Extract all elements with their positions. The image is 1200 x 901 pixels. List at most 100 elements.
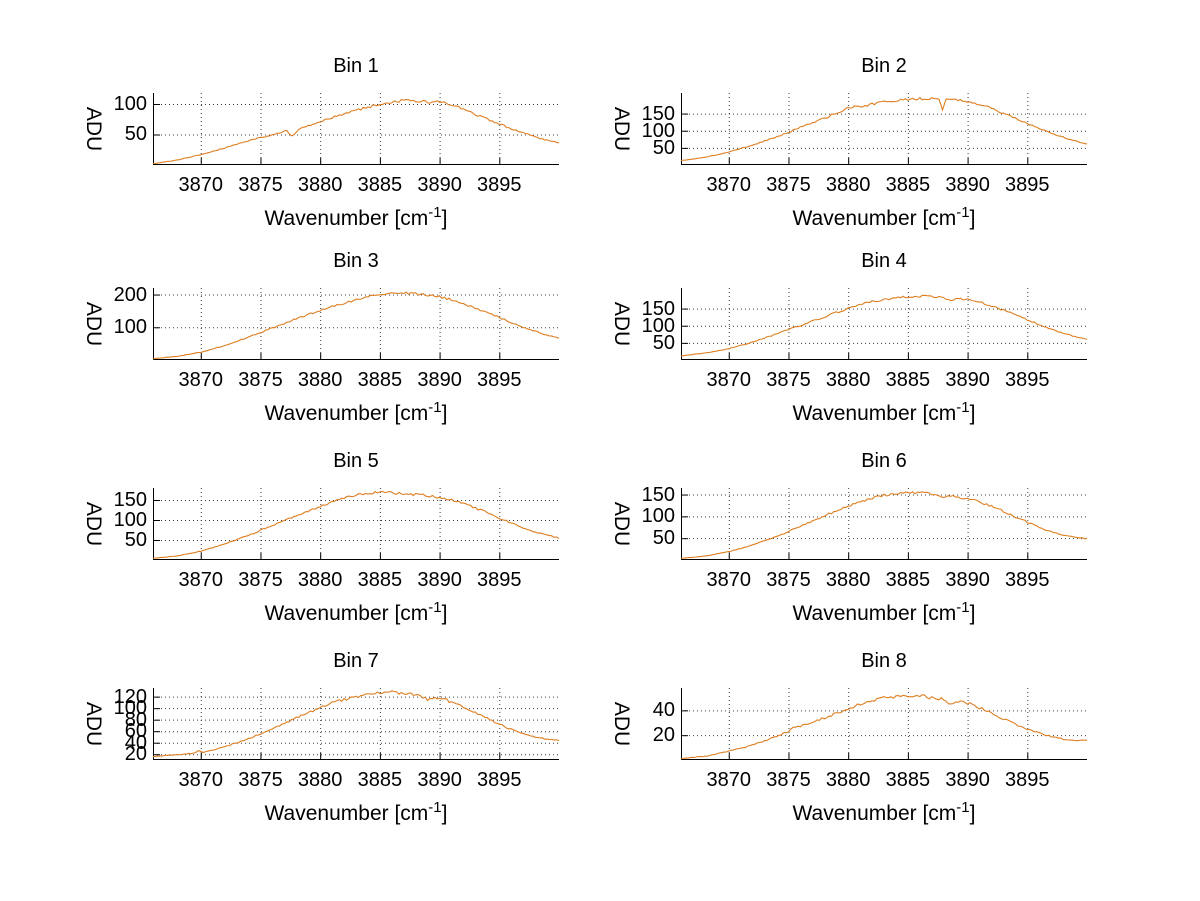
subplot-title: Bin 7	[333, 650, 379, 672]
spectrum-line	[152, 98, 560, 165]
x-tick-label: 3880	[297, 369, 343, 391]
x-axis-label-bracket: ]	[441, 602, 448, 625]
x-tick-label: 3875	[238, 369, 283, 391]
x-tick-label: 3890	[417, 174, 462, 196]
x-tick-label: 3895	[477, 769, 522, 791]
y-axis-label: ADU	[610, 106, 633, 152]
plot-area	[680, 93, 1088, 165]
y-tick-label: 100	[641, 314, 675, 337]
x-axis-label-superscript: -1	[428, 799, 442, 816]
x-axis-label-text: Wavenumber [cm	[264, 207, 429, 230]
x-axis-label-bracket: ]	[441, 802, 448, 825]
x-tick-label: 3885	[885, 369, 931, 391]
subplot-title: Bin 5	[333, 450, 379, 472]
x-tick-label: 3875	[238, 769, 283, 791]
subplot-bin-2: Bin 2 50 100 150 3870 3875 3880 3885 3890 3895 Wav…	[610, 55, 1088, 230]
y-axis-label: ADU	[82, 106, 105, 152]
x-tick-label: 3890	[417, 569, 462, 591]
subplot-bin-6: Bin 6 50 100 150 3870 3875 3880 3885 3890 3895 Wav…	[610, 450, 1088, 625]
x-tick-label: 3870	[178, 769, 224, 791]
y-tick-label: 150	[113, 489, 147, 511]
y-tick-label: 50	[652, 136, 675, 159]
x-tick-label: 3870	[706, 174, 752, 196]
x-axis-label-superscript: -1	[428, 204, 442, 221]
x-tick-label: 3895	[1005, 569, 1050, 591]
y-tick-label: 100	[113, 697, 147, 720]
plot-area	[680, 688, 1088, 760]
x-tick-label: 3875	[766, 569, 811, 591]
x-tick-label: 3890	[945, 369, 990, 391]
subplot-title: Bin 1	[333, 55, 379, 77]
plot-area	[152, 688, 560, 760]
y-tick-label: 50	[124, 529, 147, 551]
y-tick-label: 150	[641, 483, 675, 506]
x-tick-label: 3890	[945, 569, 990, 591]
x-tick-label: 3880	[297, 174, 343, 196]
x-tick-label: 3870	[178, 174, 224, 196]
y-axis-label: ADU	[610, 501, 633, 547]
subplot-bin-1: Bin 1 50 100 3870 3875 3880 3885 3890 3895 Wavenu…	[82, 55, 560, 230]
x-tick-label: 3885	[357, 369, 403, 391]
x-axis-label-text: Wavenumber [cm	[792, 207, 957, 230]
spectrum-line	[152, 690, 560, 758]
x-tick-label: 3870	[706, 769, 752, 791]
x-tick-label: 3890	[945, 769, 990, 791]
subplot-title: Bin 2	[861, 55, 907, 77]
x-axis-label: Wavenumber [cm-1]	[153, 399, 559, 426]
x-tick-label: 3890	[417, 369, 462, 391]
x-axis-label-superscript: -1	[956, 399, 970, 416]
spectrum-line	[680, 491, 1088, 559]
y-tick-label: 100	[113, 92, 147, 115]
subplot-title: Bin 3	[333, 250, 379, 272]
x-tick-label: 3895	[1005, 769, 1050, 791]
y-tick-label: 200	[113, 283, 147, 306]
subplot-bin-3: Bin 3 100 200 3870 3875 3880 3885 3890 3895 Waven…	[82, 250, 560, 425]
y-tick-label: 120	[113, 685, 147, 708]
x-axis-label: Wavenumber [cm-1]	[153, 204, 559, 231]
y-tick-label: 100	[113, 509, 147, 531]
x-tick-label: 3895	[1005, 174, 1050, 196]
x-tick-label: 3885	[357, 174, 403, 196]
x-axis-label-text: Wavenumber [cm	[792, 602, 957, 625]
y-tick-label: 80	[124, 708, 147, 731]
plot-area	[680, 288, 1088, 360]
subplot-bin-7: Bin 7 20 40 60 80 100 120 3870 3875 3880 3885 3890 3…	[82, 650, 560, 825]
y-axis-label: ADU	[82, 501, 105, 547]
x-axis-label-text: Wavenumber [cm	[264, 602, 429, 625]
spectrum-line	[680, 96, 1088, 162]
x-tick-label: 3885	[885, 174, 931, 196]
x-tick-label: 3880	[297, 769, 343, 791]
x-axis-label-superscript: -1	[956, 799, 970, 816]
x-axis-label-text: Wavenumber [cm	[264, 402, 429, 425]
x-axis-label-bracket: ]	[969, 402, 976, 425]
y-axis-label: ADU	[610, 301, 633, 347]
y-tick-label: 100	[113, 316, 147, 339]
plot-area	[152, 488, 560, 560]
x-tick-label: 3870	[706, 569, 752, 591]
x-axis-label-superscript: -1	[428, 599, 442, 616]
x-axis-label-superscript: -1	[428, 399, 442, 416]
x-axis-label-bracket: ]	[441, 207, 448, 230]
x-tick-label: 3880	[825, 369, 871, 391]
subplot-bin-4: Bin 4 50 100 150 3870 3875 3880 3885 3890 3895 Wav…	[610, 250, 1088, 425]
x-axis-label-superscript: -1	[956, 204, 970, 221]
x-tick-label: 3885	[357, 769, 403, 791]
x-tick-label: 3885	[357, 569, 403, 591]
x-tick-label: 3885	[885, 569, 931, 591]
spectrum-line	[152, 291, 560, 360]
x-tick-label: 3890	[417, 769, 462, 791]
x-axis-label-bracket: ]	[969, 802, 976, 825]
plot-area	[152, 288, 560, 360]
y-axis-label: ADU	[82, 701, 105, 747]
subplot-bin-5: Bin 5 50 100 150 3870 3875 3880 3885 3890 3895 Wav…	[82, 450, 560, 625]
x-axis-label: Wavenumber [cm-1]	[681, 799, 1087, 826]
x-axis-label-bracket: ]	[969, 207, 976, 230]
spectrum-line	[680, 294, 1088, 357]
x-axis-label: Wavenumber [cm-1]	[153, 799, 559, 826]
x-tick-label: 3870	[178, 369, 224, 391]
x-axis-label: Wavenumber [cm-1]	[153, 599, 559, 626]
x-axis-label-superscript: -1	[956, 599, 970, 616]
y-tick-label: 20	[124, 743, 147, 766]
y-tick-label: 40	[124, 731, 147, 754]
